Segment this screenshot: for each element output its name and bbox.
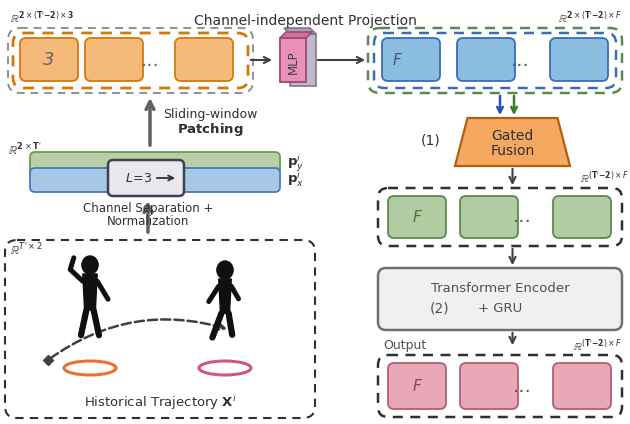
Text: $\mathbb{R}^{(\mathbf{T^{\prime}}\mathbf{-2})\times F}$: $\mathbb{R}^{(\mathbf{T^{\prime}}\mathbf… — [580, 170, 629, 186]
Text: ...: ... — [511, 51, 529, 70]
Text: Gated: Gated — [491, 129, 534, 143]
Ellipse shape — [82, 256, 98, 274]
Text: $\mathbb{R}^{\mathbf{2}\times\mathbf{T^{\prime}}}$: $\mathbb{R}^{\mathbf{2}\times\mathbf{T^{… — [8, 142, 42, 158]
Text: $F$: $F$ — [411, 209, 423, 225]
FancyArrowPatch shape — [50, 319, 225, 358]
Text: Normalization: Normalization — [107, 215, 189, 228]
Text: ...: ... — [513, 207, 531, 226]
Text: Transformer Encoder: Transformer Encoder — [431, 282, 570, 295]
Text: (2): (2) — [430, 301, 450, 315]
Polygon shape — [290, 34, 316, 86]
Text: Output: Output — [383, 340, 427, 352]
FancyBboxPatch shape — [378, 268, 622, 330]
FancyBboxPatch shape — [460, 363, 518, 409]
Text: ...: ... — [513, 377, 531, 396]
FancyBboxPatch shape — [553, 196, 611, 238]
Text: Fusion: Fusion — [490, 144, 535, 158]
Text: $F$: $F$ — [391, 52, 403, 68]
Text: $F$: $F$ — [411, 378, 423, 394]
FancyBboxPatch shape — [460, 196, 518, 238]
Polygon shape — [280, 38, 306, 82]
Text: $\mathbb{R}^{T^{\prime}\times 2}$: $\mathbb{R}^{T^{\prime}\times 2}$ — [10, 242, 43, 258]
Polygon shape — [455, 118, 570, 166]
Text: + GRU: + GRU — [478, 301, 522, 315]
Polygon shape — [83, 274, 97, 310]
FancyBboxPatch shape — [108, 160, 184, 196]
FancyBboxPatch shape — [175, 38, 233, 81]
Text: $\mathbf{p}^{i}_{y}$: $\mathbf{p}^{i}_{y}$ — [287, 152, 304, 174]
FancyBboxPatch shape — [85, 38, 143, 81]
FancyBboxPatch shape — [388, 363, 446, 409]
FancyBboxPatch shape — [388, 196, 446, 238]
Text: Sliding-window: Sliding-window — [163, 108, 257, 121]
Text: $\mathbb{R}^{\mathbf{2}\times(\mathbf{T^{\prime}}\mathbf{-2})\times\mathbf{3}}$: $\mathbb{R}^{\mathbf{2}\times(\mathbf{T^… — [10, 10, 74, 26]
Text: Channel Separation +: Channel Separation + — [83, 202, 213, 215]
Text: $\mathbf{Patching}$: $\mathbf{Patching}$ — [176, 121, 243, 138]
Polygon shape — [284, 28, 316, 34]
Polygon shape — [219, 279, 231, 313]
FancyBboxPatch shape — [457, 38, 515, 81]
FancyBboxPatch shape — [382, 38, 440, 81]
Text: MLP: MLP — [287, 50, 299, 74]
Text: 3: 3 — [43, 51, 55, 69]
Polygon shape — [280, 32, 312, 38]
FancyBboxPatch shape — [550, 38, 608, 81]
Text: $\mathbf{p}^{i}_{x}$: $\mathbf{p}^{i}_{x}$ — [287, 169, 304, 189]
FancyBboxPatch shape — [30, 168, 280, 192]
FancyBboxPatch shape — [30, 152, 280, 176]
FancyBboxPatch shape — [20, 38, 78, 81]
Text: $L\!=\!3$: $L\!=\!3$ — [125, 171, 152, 184]
Text: Historical Trajectory $\mathbf{X}^{i}$: Historical Trajectory $\mathbf{X}^{i}$ — [84, 393, 236, 412]
Text: $\mathbb{R}^{\mathbf{2}\times(\mathbf{T^{\prime}}\mathbf{-2})\times F}$: $\mathbb{R}^{\mathbf{2}\times(\mathbf{T^… — [558, 10, 622, 26]
Ellipse shape — [217, 261, 233, 279]
Text: ...: ... — [140, 51, 159, 70]
Text: $\mathbb{R}^{(\mathbf{T^{\prime}}\mathbf{-2})\times F}$: $\mathbb{R}^{(\mathbf{T^{\prime}}\mathbf… — [573, 338, 622, 354]
FancyBboxPatch shape — [553, 363, 611, 409]
Text: (1): (1) — [420, 133, 440, 147]
Text: Channel-independent Projection: Channel-independent Projection — [193, 14, 416, 28]
